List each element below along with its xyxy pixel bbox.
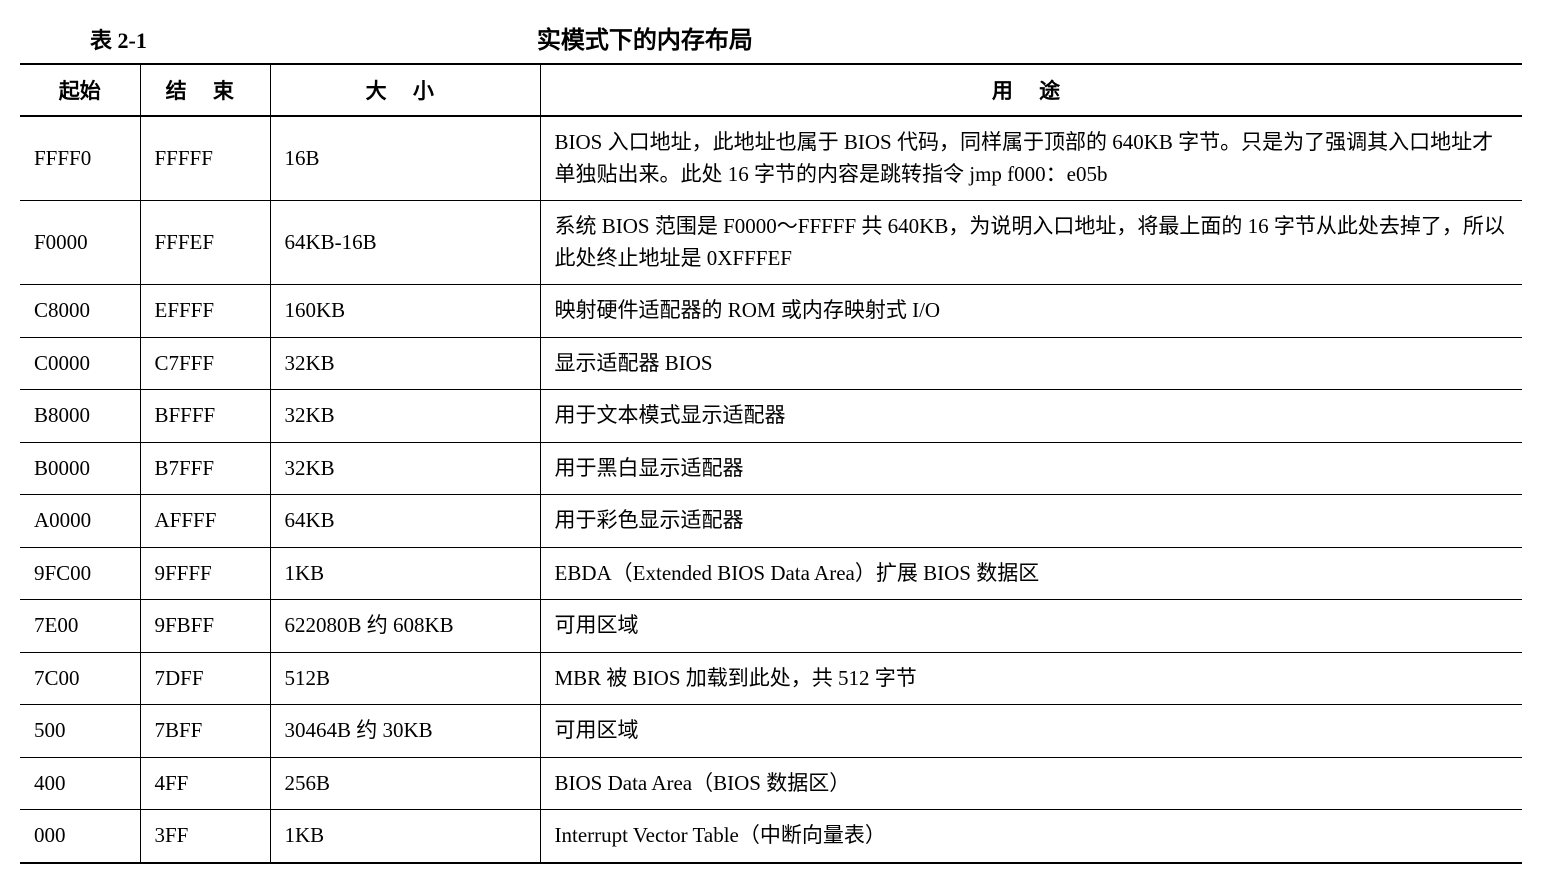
table-row: C0000 C7FFF 32KB 显示适配器 BIOS xyxy=(20,337,1522,390)
th-usage: 用 途 xyxy=(540,64,1522,116)
cell-size: 64KB xyxy=(270,495,540,548)
cell-size: 512B xyxy=(270,652,540,705)
table-header-row: 起始 结 束 大 小 用 途 xyxy=(20,64,1522,116)
table-row: 9FC00 9FFFF 1KB EBDA（Extended BIOS Data … xyxy=(20,547,1522,600)
cell-end: 3FF xyxy=(140,810,270,863)
cell-end: C7FFF xyxy=(140,337,270,390)
table-row: B0000 B7FFF 32KB 用于黑白显示适配器 xyxy=(20,442,1522,495)
table-caption-row: 表 2-1 实模式下的内存布局 xyxy=(20,20,1522,55)
cell-start: 000 xyxy=(20,810,140,863)
cell-usage: BIOS 入口地址，此地址也属于 BIOS 代码，同样属于顶部的 640KB 字… xyxy=(540,116,1522,201)
cell-usage: BIOS Data Area（BIOS 数据区） xyxy=(540,757,1522,810)
cell-usage: 显示适配器 BIOS xyxy=(540,337,1522,390)
cell-end: EFFFF xyxy=(140,285,270,338)
cell-start: C0000 xyxy=(20,337,140,390)
cell-end: 7BFF xyxy=(140,705,270,758)
cell-size: 32KB xyxy=(270,337,540,390)
table-row: 500 7BFF 30464B 约 30KB 可用区域 xyxy=(20,705,1522,758)
table-number: 表 2-1 xyxy=(90,23,147,55)
cell-usage: Interrupt Vector Table（中断向量表） xyxy=(540,810,1522,863)
cell-usage: 可用区域 xyxy=(540,600,1522,653)
cell-usage: 映射硬件适配器的 ROM 或内存映射式 I/O xyxy=(540,285,1522,338)
cell-size: 32KB xyxy=(270,442,540,495)
cell-start: B8000 xyxy=(20,390,140,443)
cell-start: 500 xyxy=(20,705,140,758)
cell-size: 622080B 约 608KB xyxy=(270,600,540,653)
table-row: F0000 FFFEF 64KB-16B 系统 BIOS 范围是 F0000～F… xyxy=(20,201,1522,285)
memory-layout-table: 起始 结 束 大 小 用 途 FFFF0 FFFFF 16B BIOS 入口地址… xyxy=(20,63,1522,864)
cell-size: 16B xyxy=(270,116,540,201)
cell-size: 32KB xyxy=(270,390,540,443)
cell-end: 7DFF xyxy=(140,652,270,705)
cell-start: 7C00 xyxy=(20,652,140,705)
table-body: FFFF0 FFFFF 16B BIOS 入口地址，此地址也属于 BIOS 代码… xyxy=(20,116,1522,863)
cell-usage: 可用区域 xyxy=(540,705,1522,758)
th-size: 大 小 xyxy=(270,64,540,116)
table-title: 实模式下的内存布局 xyxy=(537,20,753,55)
cell-size: 160KB xyxy=(270,285,540,338)
cell-end: FFFEF xyxy=(140,201,270,285)
table-row: 000 3FF 1KB Interrupt Vector Table（中断向量表… xyxy=(20,810,1522,863)
table-row: 7E00 9FBFF 622080B 约 608KB 可用区域 xyxy=(20,600,1522,653)
cell-usage: 用于彩色显示适配器 xyxy=(540,495,1522,548)
table-row: C8000 EFFFF 160KB 映射硬件适配器的 ROM 或内存映射式 I/… xyxy=(20,285,1522,338)
cell-start: C8000 xyxy=(20,285,140,338)
cell-size: 64KB-16B xyxy=(270,201,540,285)
table-row: B8000 BFFFF 32KB 用于文本模式显示适配器 xyxy=(20,390,1522,443)
cell-usage: EBDA（Extended BIOS Data Area）扩展 BIOS 数据区 xyxy=(540,547,1522,600)
cell-start: 400 xyxy=(20,757,140,810)
table-row: 7C00 7DFF 512B MBR 被 BIOS 加载到此处，共 512 字节 xyxy=(20,652,1522,705)
cell-size: 30464B 约 30KB xyxy=(270,705,540,758)
cell-end: 9FFFF xyxy=(140,547,270,600)
cell-size: 1KB xyxy=(270,547,540,600)
cell-usage: 用于黑白显示适配器 xyxy=(540,442,1522,495)
cell-size: 1KB xyxy=(270,810,540,863)
table-row: 400 4FF 256B BIOS Data Area（BIOS 数据区） xyxy=(20,757,1522,810)
cell-usage: 用于文本模式显示适配器 xyxy=(540,390,1522,443)
cell-end: BFFFF xyxy=(140,390,270,443)
cell-size: 256B xyxy=(270,757,540,810)
th-end: 结 束 xyxy=(140,64,270,116)
cell-start: F0000 xyxy=(20,201,140,285)
cell-usage: MBR 被 BIOS 加载到此处，共 512 字节 xyxy=(540,652,1522,705)
table-row: A0000 AFFFF 64KB 用于彩色显示适配器 xyxy=(20,495,1522,548)
cell-start: FFFF0 xyxy=(20,116,140,201)
cell-end: FFFFF xyxy=(140,116,270,201)
cell-end: 9FBFF xyxy=(140,600,270,653)
cell-start: 9FC00 xyxy=(20,547,140,600)
cell-end: B7FFF xyxy=(140,442,270,495)
cell-start: 7E00 xyxy=(20,600,140,653)
cell-start: B0000 xyxy=(20,442,140,495)
cell-start: A0000 xyxy=(20,495,140,548)
cell-end: AFFFF xyxy=(140,495,270,548)
cell-end: 4FF xyxy=(140,757,270,810)
table-row: FFFF0 FFFFF 16B BIOS 入口地址，此地址也属于 BIOS 代码… xyxy=(20,116,1522,201)
cell-usage: 系统 BIOS 范围是 F0000～FFFFF 共 640KB，为说明入口地址，… xyxy=(540,201,1522,285)
th-start: 起始 xyxy=(20,64,140,116)
